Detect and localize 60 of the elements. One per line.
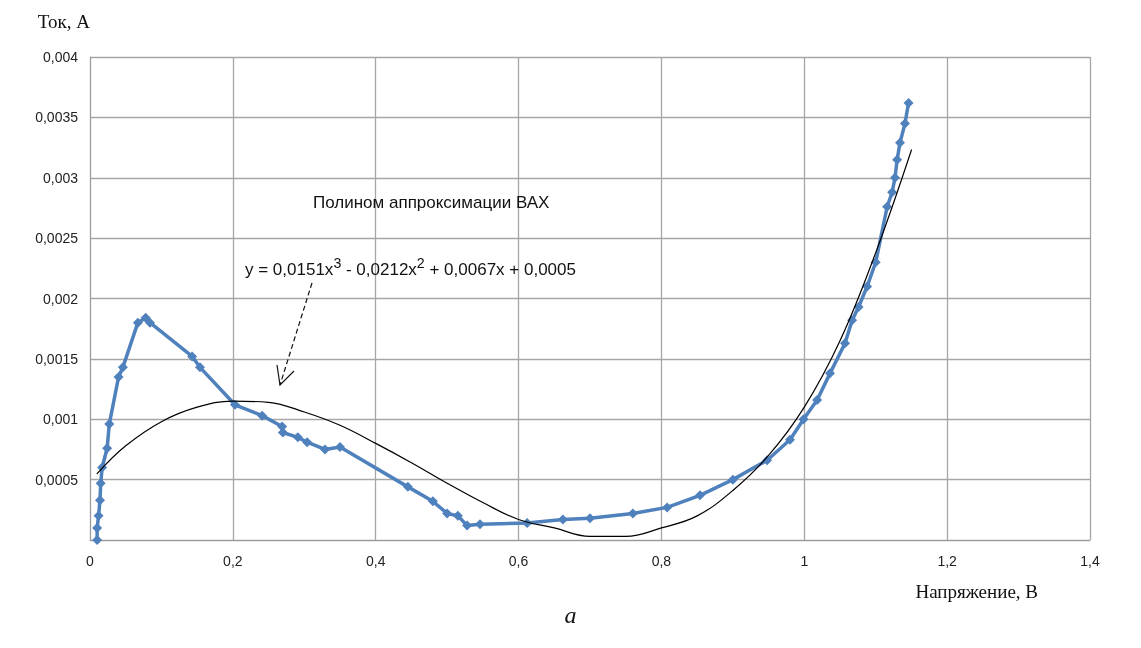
point	[187, 351, 198, 362]
y-tick-label: 0,0035	[35, 109, 79, 126]
point	[903, 97, 914, 108]
point	[892, 154, 903, 165]
text: a	[563, 602, 578, 629]
point	[195, 362, 205, 373]
x-tick-label: 0,6	[508, 553, 529, 569]
point	[812, 394, 823, 405]
point	[302, 437, 313, 448]
point	[442, 508, 453, 519]
point	[117, 362, 128, 373]
point	[402, 481, 413, 492]
point	[870, 257, 881, 268]
x-tick-label: 1,4	[1080, 553, 1100, 569]
point	[292, 432, 303, 443]
point	[585, 513, 595, 524]
y-tick-label: 0,002	[42, 290, 79, 307]
y-tick-label: 0,001	[42, 411, 79, 428]
point	[900, 118, 910, 129]
point	[230, 399, 240, 410]
y-tick-label: 0,0025	[35, 230, 79, 247]
point	[145, 317, 155, 328]
annotation: Полином аппроксимации ВАХ	[313, 193, 550, 213]
point	[92, 535, 103, 545]
point	[102, 443, 113, 454]
point	[627, 508, 638, 519]
point	[727, 474, 738, 485]
y-axis-title: Ток, А	[37, 11, 91, 32]
point	[257, 410, 268, 421]
point	[662, 502, 673, 513]
x-tick-label: 1,2	[937, 553, 958, 569]
point	[140, 312, 151, 323]
annotation: y = 0,0151x$^{3}$ - 0,0212x$^{2}$ + 0,0067x + 0,0005	[245, 255, 576, 280]
x-axis-title: Напряжение, В	[915, 581, 1038, 602]
point	[853, 301, 864, 312]
point	[840, 338, 850, 349]
point	[798, 414, 809, 425]
point	[825, 368, 835, 379]
y-tick-label: 0,003	[42, 169, 79, 186]
x-tick-label: 0,2	[223, 553, 243, 569]
x-tick-label: 0,4	[365, 553, 386, 569]
point	[320, 444, 330, 455]
y-tick-label: 0,0015	[35, 350, 79, 367]
point	[93, 510, 104, 521]
x-tick-label: 1	[800, 553, 809, 569]
point	[882, 201, 893, 212]
x-tick-label: 0,8	[651, 553, 672, 569]
point	[895, 137, 905, 148]
x-tick-label: 0	[86, 553, 95, 569]
point	[452, 510, 463, 521]
point	[887, 187, 898, 198]
point	[695, 490, 705, 501]
y-tick-label: 0,004	[42, 49, 79, 65]
point	[113, 371, 124, 382]
point	[335, 442, 345, 453]
point	[785, 434, 795, 445]
y-tick-label: 0,0005	[35, 471, 79, 488]
point	[427, 496, 438, 507]
point	[132, 317, 143, 328]
point	[475, 519, 485, 530]
